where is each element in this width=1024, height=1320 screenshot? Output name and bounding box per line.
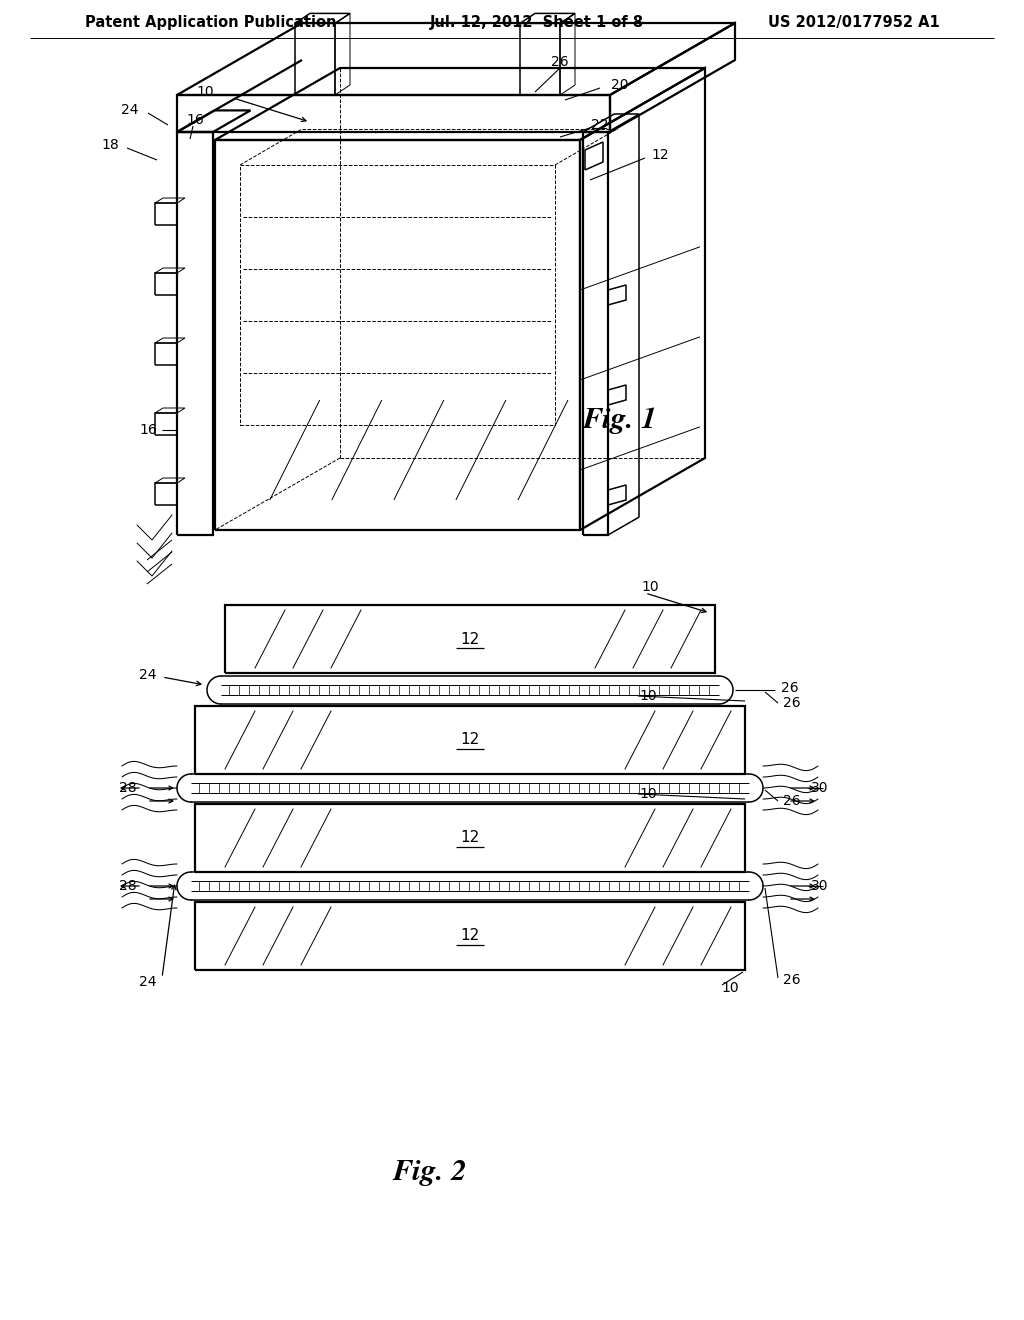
Text: 26: 26 xyxy=(783,696,801,710)
Text: 26: 26 xyxy=(783,795,801,808)
Text: 22: 22 xyxy=(591,117,608,132)
Text: 26: 26 xyxy=(783,973,801,987)
Text: 30: 30 xyxy=(811,879,828,894)
Text: 10: 10 xyxy=(639,787,656,801)
Text: 16: 16 xyxy=(139,422,157,437)
Text: 12: 12 xyxy=(651,148,669,162)
Text: 12: 12 xyxy=(461,631,479,647)
Text: 24: 24 xyxy=(139,975,157,989)
Text: Patent Application Publication: Patent Application Publication xyxy=(85,15,337,29)
Text: Fig. 2: Fig. 2 xyxy=(392,1159,467,1185)
Text: 26: 26 xyxy=(551,55,568,69)
Text: US 2012/0177952 A1: US 2012/0177952 A1 xyxy=(768,15,940,29)
Text: 30: 30 xyxy=(811,781,828,795)
Text: 12: 12 xyxy=(461,733,479,747)
Text: 24: 24 xyxy=(139,668,157,682)
Text: 24: 24 xyxy=(121,103,138,117)
Text: 18: 18 xyxy=(101,139,119,152)
Text: 10: 10 xyxy=(721,981,738,995)
Text: 12: 12 xyxy=(461,830,479,846)
Text: 20: 20 xyxy=(611,78,629,92)
Text: 12: 12 xyxy=(461,928,479,944)
Text: 10: 10 xyxy=(197,84,214,99)
Text: Fig. 1: Fig. 1 xyxy=(583,407,657,433)
Text: 10: 10 xyxy=(641,579,658,594)
Text: 10: 10 xyxy=(639,689,656,704)
Text: 28: 28 xyxy=(119,879,137,894)
Text: 16: 16 xyxy=(186,114,204,127)
Text: 26: 26 xyxy=(781,681,799,696)
Text: Jul. 12, 2012  Sheet 1 of 8: Jul. 12, 2012 Sheet 1 of 8 xyxy=(430,15,644,29)
Text: 28: 28 xyxy=(119,781,137,795)
